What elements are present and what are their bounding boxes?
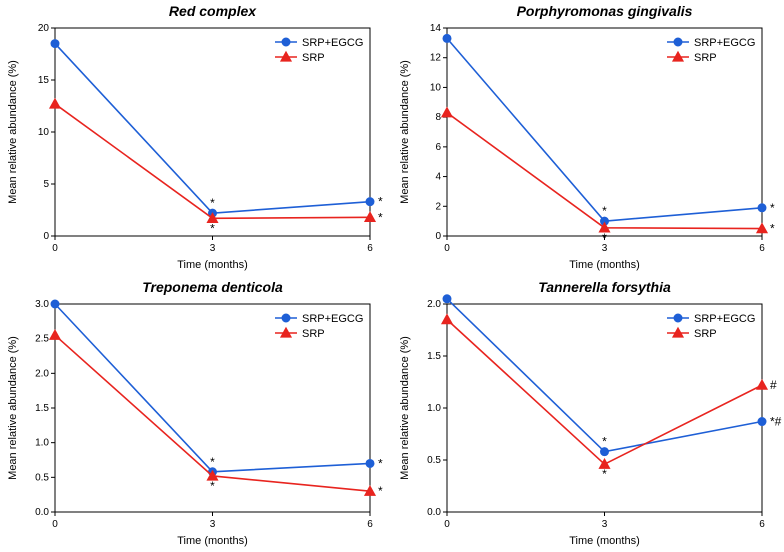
ytick-label: 5 — [43, 179, 49, 190]
ytick-label: 2.0 — [35, 368, 49, 379]
annotation: * — [210, 455, 215, 469]
annotation: * — [602, 467, 607, 481]
ytick-label: 10 — [430, 82, 442, 93]
xtick-label: 6 — [759, 519, 765, 530]
annotation: * — [378, 456, 383, 470]
ytick-label: 3.0 — [35, 299, 49, 310]
legend-label: SRP — [694, 328, 717, 340]
panel-2: Treponema denticola 0.0 0.5 1.0 1.5 2.0 2.5 3.0… — [0, 276, 392, 552]
ytick-label: 1.0 — [35, 438, 49, 449]
annotation: * — [770, 222, 775, 236]
xtick-label: 3 — [210, 243, 216, 254]
annotation: * — [602, 204, 607, 218]
yaxis-label: Mean relative abundance (%) — [7, 60, 19, 204]
legend: SRP+EGCG SRP — [269, 30, 367, 64]
annotation: * — [210, 196, 215, 210]
annotation: * — [770, 201, 775, 215]
legend-label: SRP — [694, 52, 717, 64]
chart-panel-2: Treponema denticola 0.0 0.5 1.0 1.5 2.0 2.5 3.0… — [0, 276, 392, 552]
chart-title: Treponema denticola — [142, 279, 283, 295]
ytick-label: 20 — [38, 23, 50, 34]
annotation: * — [602, 435, 607, 449]
ytick-label: 0 — [43, 231, 49, 242]
panel-1: Porphyromonas gingivalis02468101214036Ti… — [392, 0, 784, 276]
annotation: * — [210, 479, 215, 493]
panel-0: Red complex 0 5 10 15 20 0 3 6 Time (months) Mean … — [0, 0, 392, 276]
xtick-label: 0 — [444, 519, 450, 530]
xtick-label: 3 — [602, 519, 608, 530]
xtick-label: 6 — [759, 243, 765, 254]
yaxis-label: Mean relative abundance (%) — [7, 336, 19, 480]
legend-label: SRP+EGCG — [302, 37, 363, 49]
ytick-label: 8 — [435, 112, 441, 123]
annotation: *# — [770, 415, 782, 429]
series-egcg-line — [55, 44, 370, 214]
ytick-label: 0.0 — [35, 507, 49, 518]
legend-label: SRP+EGCG — [694, 313, 755, 325]
xtick-label: 6 — [367, 243, 373, 254]
ytick-label: 0.5 — [427, 455, 441, 466]
ytick-label: 6 — [435, 142, 441, 153]
chart-title: Tannerella forsythia — [538, 279, 671, 295]
panel-3: Tannerella forsythia 0.0 0.5 1.0 1.5 2.0 0 3 6 Ti… — [392, 276, 784, 552]
series-egcg-line — [447, 38, 762, 221]
xaxis-label: Time (months) — [177, 259, 248, 271]
chart-panel-1: Porphyromonas gingivalis02468101214036Ti… — [392, 0, 784, 276]
ytick-label: 12 — [430, 53, 442, 64]
chart-title: Porphyromonas gingivalis — [517, 3, 693, 19]
xtick-label: 0 — [52, 519, 58, 530]
ytick-label: 2 — [435, 201, 441, 212]
chart-panel-0: Red complex 0 5 10 15 20 0 3 6 Time (months) Mean … — [0, 0, 392, 276]
legend: SRP+EGCG SRP — [661, 30, 759, 64]
ytick-label: 1.5 — [35, 403, 49, 414]
yaxis-label: Mean relative abundance (%) — [399, 336, 411, 480]
legend: SRP+EGCG SRP — [269, 306, 367, 340]
chart-panel-3: Tannerella forsythia 0.0 0.5 1.0 1.5 2.0 0 3 6 Ti… — [392, 276, 784, 552]
ytick-label: 1.0 — [427, 403, 441, 414]
annotation: * — [602, 231, 607, 245]
ytick-label: 4 — [435, 172, 441, 183]
annotation: # — [770, 378, 777, 392]
ytick-label: 1.5 — [427, 351, 441, 362]
xaxis-label: Time (months) — [569, 259, 640, 271]
ytick-label: 2.5 — [35, 334, 49, 345]
chart-title: Red complex — [169, 3, 257, 19]
xtick-label: 3 — [210, 519, 216, 530]
xtick-label: 0 — [52, 243, 58, 254]
xtick-label: 6 — [367, 519, 373, 530]
legend-label: SRP — [302, 52, 325, 64]
legend: SRP+EGCG SRP — [661, 306, 759, 340]
ytick-label: 14 — [430, 23, 442, 34]
annotation: * — [378, 484, 383, 498]
ytick-label: 0.5 — [35, 472, 49, 483]
legend-label: SRP — [302, 328, 325, 340]
yaxis-label: Mean relative abundance (%) — [399, 60, 411, 204]
ytick-label: 0 — [435, 231, 441, 242]
annotation: * — [378, 210, 383, 224]
ytick-label: 10 — [38, 127, 50, 138]
legend-label: SRP+EGCG — [694, 37, 755, 49]
ytick-label: 0.0 — [427, 507, 441, 518]
xaxis-label: Time (months) — [177, 535, 248, 547]
annotation: * — [210, 221, 215, 235]
xtick-label: 0 — [444, 243, 450, 254]
legend-label: SRP+EGCG — [302, 313, 363, 325]
annotation: * — [378, 195, 383, 209]
ytick-label: 2.0 — [427, 299, 441, 310]
ytick-label: 15 — [38, 75, 50, 86]
xaxis-label: Time (months) — [569, 535, 640, 547]
